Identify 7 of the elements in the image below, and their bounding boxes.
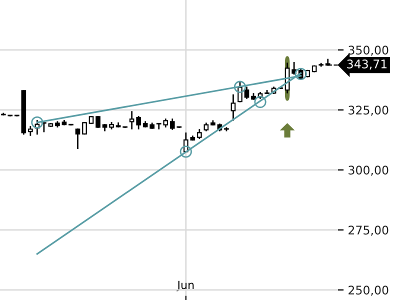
y-tick-label: 300,00: [348, 166, 388, 176]
x-tick-label: Jun: [176, 280, 194, 292]
y-tick-label: 250,00: [348, 286, 388, 296]
y-tick-label: 350,00: [348, 46, 388, 56]
y-tick-label: 275,00: [348, 226, 388, 236]
y-tick-label: 325,00: [348, 106, 388, 116]
ref-line-label: 343,71: [347, 60, 387, 70]
